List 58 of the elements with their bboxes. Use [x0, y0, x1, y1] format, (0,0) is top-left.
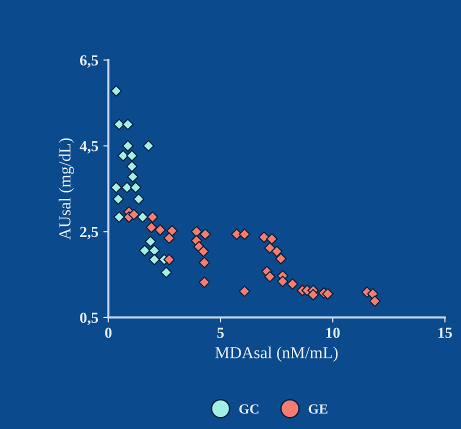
point [163, 232, 175, 244]
point [198, 246, 210, 258]
point [238, 228, 250, 240]
point [276, 276, 288, 288]
point [271, 246, 283, 258]
point [200, 228, 212, 240]
point [117, 150, 129, 162]
y-axis-title: AUsal (mg/dL) [58, 138, 74, 240]
point [190, 226, 202, 238]
point [144, 236, 156, 248]
point [148, 254, 160, 266]
point [275, 252, 287, 264]
point [266, 233, 278, 245]
point [148, 244, 160, 256]
point [126, 150, 138, 162]
point [142, 140, 154, 152]
point [264, 270, 276, 282]
x-axis-title: MDAsal (nM/mL) [215, 346, 338, 362]
y-tick-label: 0,5 [80, 312, 98, 326]
legend-label: GE [308, 404, 328, 414]
point [122, 118, 134, 130]
point [146, 222, 158, 234]
y-tick-label: 6,5 [80, 55, 98, 68]
point [128, 208, 140, 220]
point [122, 140, 134, 152]
point [160, 266, 172, 278]
point [258, 231, 270, 243]
point [307, 288, 319, 300]
y-tick-label: 4,5 [80, 141, 98, 154]
x-tick-label: 0 [105, 328, 112, 338]
legend-label: GC [239, 404, 258, 414]
point [127, 170, 139, 182]
point [110, 182, 122, 194]
point [198, 256, 210, 268]
y-tick-label: 2,5 [80, 226, 98, 240]
x-tick-label: 10 [326, 328, 340, 338]
point [130, 182, 142, 194]
point [238, 286, 250, 298]
point [132, 193, 144, 205]
point [146, 211, 158, 223]
point [369, 295, 381, 307]
point [198, 276, 210, 288]
point [110, 85, 122, 97]
point [126, 160, 138, 172]
point [154, 224, 166, 236]
point [264, 242, 276, 254]
point [166, 225, 178, 237]
point [113, 118, 125, 130]
point [322, 288, 334, 300]
point [138, 244, 150, 256]
point [163, 254, 175, 266]
x-tick-label: 15 [438, 328, 452, 338]
x-tick-label: 5 [217, 328, 224, 338]
point [112, 193, 124, 205]
point [136, 211, 148, 223]
point [286, 278, 298, 290]
point [121, 182, 133, 194]
point [113, 211, 125, 223]
